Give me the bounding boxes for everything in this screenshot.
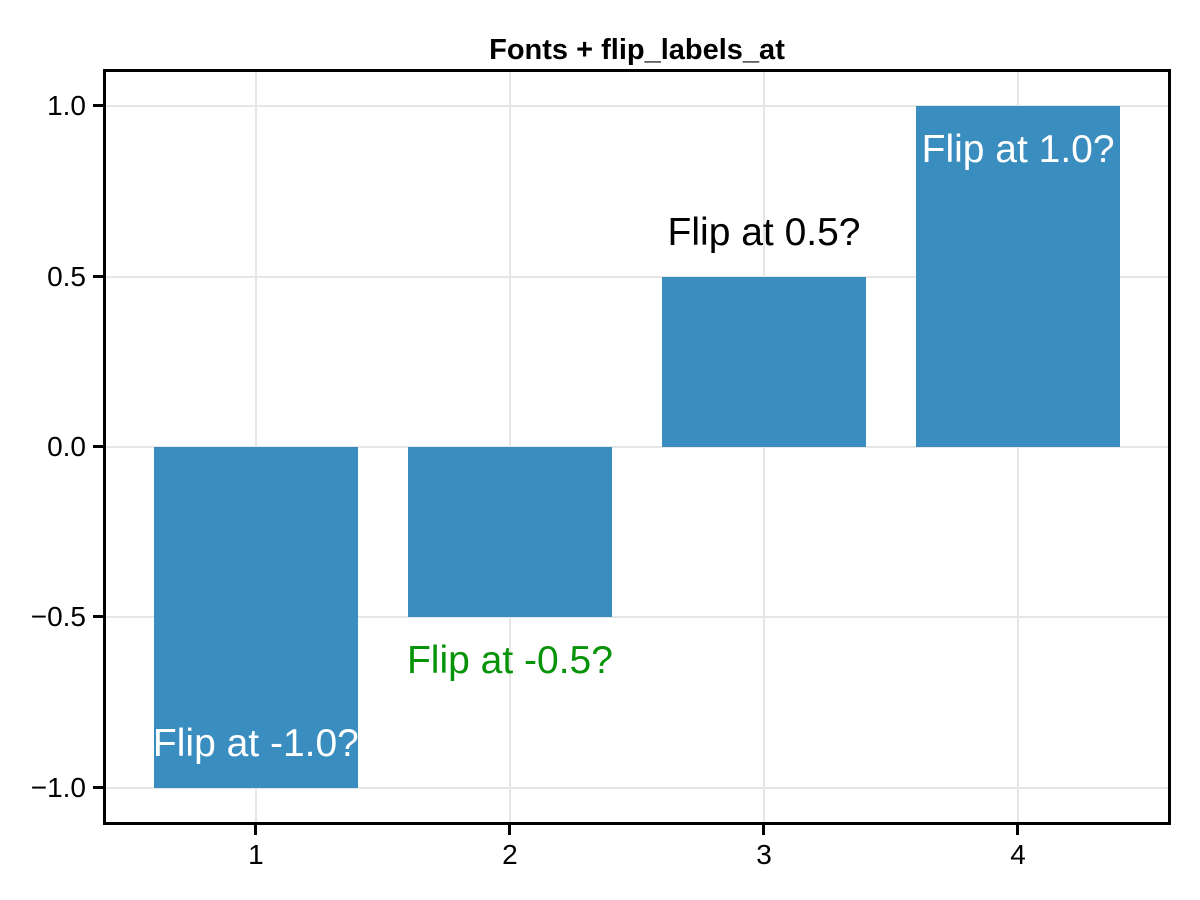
y-axis-tick bbox=[93, 104, 103, 108]
bar-value-label: Flip at 0.5? bbox=[667, 210, 861, 254]
y-gridline bbox=[106, 446, 1168, 448]
y-gridline bbox=[106, 275, 1168, 278]
x-gridline bbox=[1017, 72, 1020, 822]
bar bbox=[662, 276, 866, 447]
y-gridline bbox=[106, 786, 1168, 789]
bar bbox=[154, 447, 358, 788]
y-axis-tick-label: −1.0 bbox=[30, 771, 86, 803]
y-axis-tick-label: 0.5 bbox=[47, 260, 86, 292]
y-axis-tick bbox=[93, 785, 103, 789]
bar-value-label: Flip at -1.0? bbox=[152, 721, 359, 765]
bar-value-label: Flip at 1.0? bbox=[921, 128, 1115, 172]
y-axis-tick bbox=[93, 445, 103, 448]
x-axis-tick-label: 2 bbox=[502, 839, 518, 870]
y-axis-tick bbox=[93, 615, 103, 619]
x-axis-tick bbox=[762, 825, 766, 835]
y-gridline bbox=[106, 105, 1168, 108]
x-axis-tick bbox=[253, 825, 257, 835]
y-axis-tick-label: 0.0 bbox=[47, 431, 86, 462]
plot-frame bbox=[103, 69, 1171, 825]
bar bbox=[408, 447, 612, 618]
x-axis-tick bbox=[507, 825, 511, 835]
x-axis-tick bbox=[1016, 825, 1020, 835]
y-axis-tick-label: 1.0 bbox=[47, 90, 86, 122]
x-axis-tick-label: 4 bbox=[1010, 839, 1026, 870]
y-axis-tick-label: −0.5 bbox=[30, 601, 86, 633]
y-gridline bbox=[106, 616, 1168, 619]
x-axis-tick-label: 1 bbox=[248, 839, 264, 870]
x-axis-tick-label: 3 bbox=[756, 839, 772, 870]
chart-title: Fonts + flip_labels_at bbox=[489, 34, 785, 66]
y-axis-tick bbox=[93, 274, 103, 278]
bar-value-label: Flip at -0.5? bbox=[406, 639, 613, 683]
bar bbox=[916, 106, 1120, 447]
x-gridline bbox=[763, 72, 766, 822]
